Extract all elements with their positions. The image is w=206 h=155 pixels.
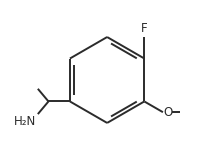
Text: F: F <box>141 22 148 35</box>
Text: O: O <box>164 106 173 119</box>
Text: H₂N: H₂N <box>14 115 36 128</box>
